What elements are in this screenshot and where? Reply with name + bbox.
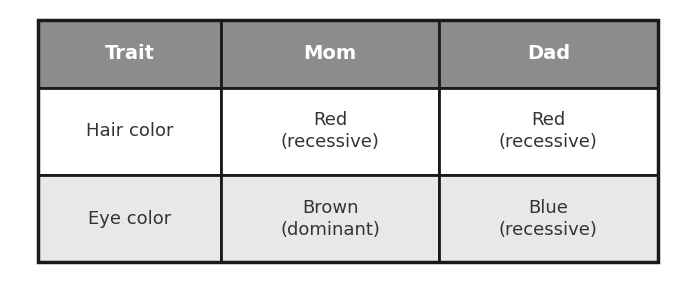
Bar [221,20,439,88]
Bar [439,175,658,262]
Text: Brown
(dominant): Brown (dominant) [280,199,380,239]
Bar [38,175,221,262]
Text: Red
(recessive): Red (recessive) [280,111,379,151]
Text: Dad: Dad [527,44,570,63]
Bar [38,88,221,175]
Bar [38,20,658,262]
Bar [38,20,221,88]
Text: Mom: Mom [303,44,356,63]
Text: Blue
(recessive): Blue (recessive) [499,199,598,239]
Text: Trait: Trait [104,44,155,63]
Bar [221,175,439,262]
Bar [221,88,439,175]
Text: Red
(recessive): Red (recessive) [499,111,598,151]
Text: Hair color: Hair color [86,122,173,140]
Text: Eye color: Eye color [88,210,171,228]
Bar [439,20,658,88]
Bar [439,88,658,175]
